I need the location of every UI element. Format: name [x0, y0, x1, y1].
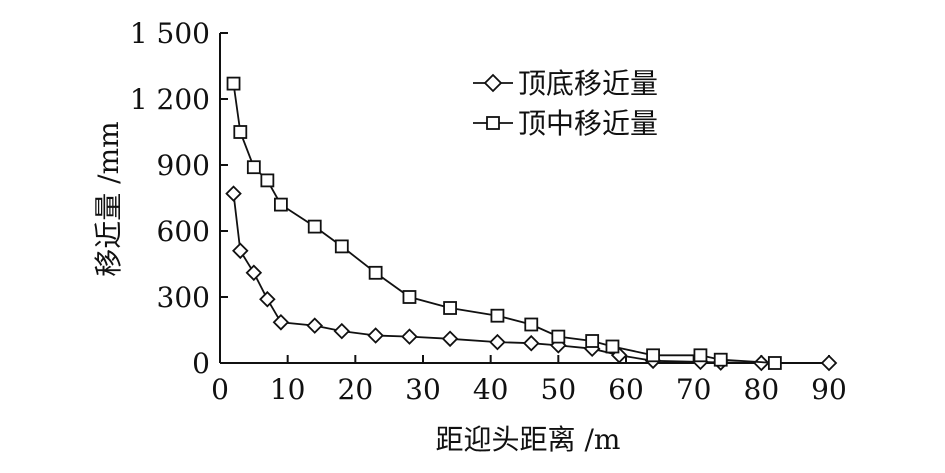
- series-layer: [225, 76, 838, 372]
- series-1-point-0: [226, 76, 241, 91]
- legend-label-middle-top: 顶中移近量: [518, 107, 658, 140]
- y-tick-label: 1 500: [130, 17, 210, 50]
- x-tick-label: 70: [676, 373, 712, 406]
- series-0-point-7: [367, 327, 384, 344]
- series-0-point-5: [306, 317, 324, 334]
- x-tick-label: 50: [541, 373, 577, 406]
- series-0-point-0: [225, 185, 242, 202]
- series-0-point-1: [232, 242, 249, 260]
- x-tick-label: 10: [270, 373, 306, 406]
- series-1-point-10: [490, 308, 505, 323]
- series-0-point-3: [259, 290, 276, 308]
- series-1-point-16: [693, 348, 708, 363]
- series-1-point-8: [402, 290, 417, 304]
- x-tick-label: 60: [608, 373, 644, 406]
- series-1-point-5: [307, 219, 322, 234]
- series-1-point-11: [524, 317, 539, 332]
- y-tick-label: 0: [192, 347, 210, 380]
- legend-marker-middle-top: [486, 116, 500, 130]
- series-0-point-4: [272, 314, 290, 331]
- series-0-point-6: [333, 322, 351, 340]
- series-0-point-10: [489, 333, 506, 351]
- series-0-point-2: [245, 264, 263, 282]
- x-tick-label: 20: [338, 373, 374, 406]
- y-tick-label: 300: [157, 281, 210, 314]
- series-1-point-15: [646, 348, 660, 363]
- y-axis-title: 移近量 /mm: [92, 121, 125, 276]
- series-1-point-9: [443, 301, 457, 315]
- series-0-point-11: [522, 334, 540, 352]
- legend-marker-bottom-top: [483, 73, 503, 93]
- legend-layer: 顶底移近量 顶中移近量: [473, 67, 658, 140]
- series-1-point-18: [767, 356, 782, 370]
- series-1-point-6: [334, 239, 349, 254]
- series-1-point-3: [260, 173, 275, 188]
- series-1-point-13: [585, 334, 600, 348]
- series-0-point-19: [820, 354, 838, 372]
- y-tick-label: 900: [157, 149, 210, 182]
- legend-label-bottom-top: 顶底移近量: [518, 67, 658, 100]
- series-1-point-1: [233, 125, 248, 139]
- axes-layer: 0 300 600 900 1 200 1 500 0 10 20 30 40 50 60 70 80 90: [130, 17, 847, 406]
- series-1-point-14: [605, 339, 620, 354]
- x-axis-title: 距迎头距离 /m: [436, 423, 621, 456]
- series-1-point-17: [713, 352, 728, 367]
- series-0-point-9: [441, 330, 459, 348]
- x-tick-label: 30: [405, 373, 441, 406]
- x-tick-label: 0: [211, 373, 229, 406]
- series-0-point-8: [401, 328, 418, 345]
- y-tick-label: 1 200: [130, 83, 210, 116]
- x-tick-label: 80: [744, 373, 780, 406]
- series-1-point-2: [246, 160, 261, 175]
- x-tick-label: 40: [473, 373, 509, 406]
- x-tick-label: 90: [811, 373, 847, 406]
- series-1-point-4: [273, 197, 288, 212]
- series-1-point-12: [551, 329, 566, 344]
- series-1-point-7: [368, 265, 383, 280]
- y-tick-label: 600: [157, 215, 210, 248]
